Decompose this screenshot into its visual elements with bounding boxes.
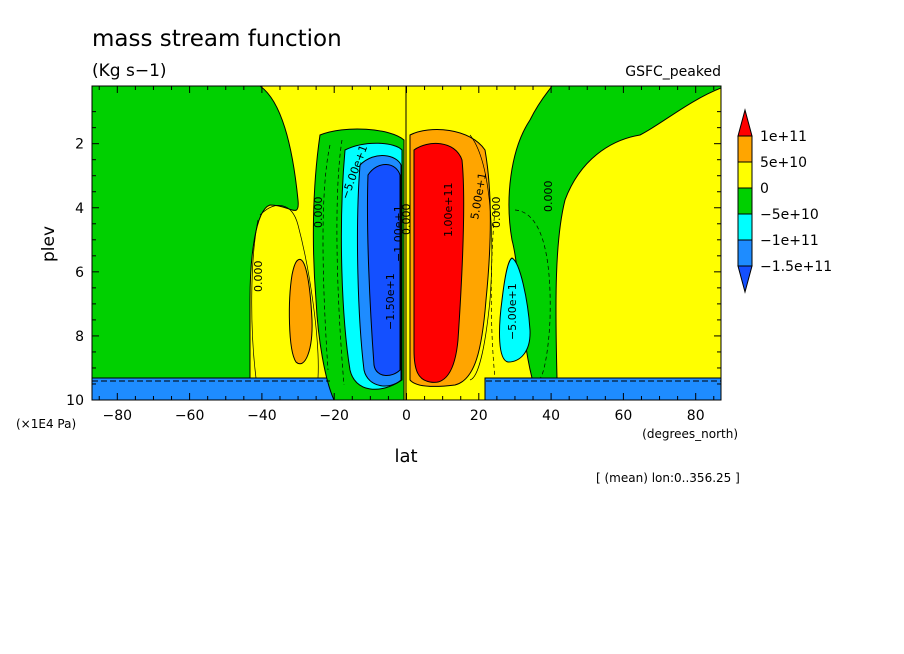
plot-area [92,86,721,400]
y-tick-label: 2 [75,137,84,153]
field-south-cell-peak [366,164,401,376]
y-axis-units: (×1E4 Pa) [16,417,76,431]
contour-line [490,209,551,379]
y-tick-label: 6 [75,265,84,281]
contour-label: 0.000 [542,181,555,213]
x-tick-label: 0 [402,408,411,424]
field-surface-negative-north [484,377,721,400]
colorbar-swatch [737,135,753,163]
colorbar-label: 0 [760,181,769,197]
x-tick-label: −80 [103,408,133,424]
colorbar-label: −5e+10 [760,207,819,223]
colorbar: 1e+11 5e+10 0 −5e+10 −1e+11 −1.5e+11 [737,108,832,294]
y-tick-label: 4 [75,201,84,217]
colorbar-swatch [737,239,753,267]
colorbar-label: 1e+11 [760,129,807,145]
contour-line [251,205,319,379]
colorbar-label: −1e+11 [760,233,819,249]
colorbar-label: −1.5e+11 [760,259,832,275]
y-tick-label: 8 [75,329,84,345]
x-tick-label: 40 [542,408,560,424]
x-tick-label: −40 [247,408,277,424]
y-axis-title: plev [39,226,59,262]
contour-label: 0.000 [400,204,413,236]
contour-label: 0.000 [252,261,265,293]
field-south-subtropic-positive [288,258,313,365]
field-north-cell-peak [413,142,465,383]
experiment-label: GSFC_peaked [625,64,721,80]
chart-title: mass stream function [92,26,342,52]
colorbar-swatch [737,161,753,189]
x-tick-label: −60 [175,408,205,424]
contour-label: 1.00e+11 [442,183,455,237]
field-north-subtropic-negative [499,257,531,363]
colorbar-arrow-top [737,108,753,137]
x-tick-label: 20 [470,408,488,424]
field-north-negative [508,86,721,379]
contour-labels: 0.000 0.000 0.000 0.000 0.000 −5.00e+1 −… [252,143,555,340]
contour-line [469,134,493,381]
contour-line [322,139,345,386]
contour-label: 0.000 [312,197,325,229]
colorbar-swatch [737,213,753,241]
x-tick-label: 80 [687,408,705,424]
x-tick-label: −20 [319,408,349,424]
x-tick-label: 60 [614,408,632,424]
axes: −80 −60 −40 −20 0 20 40 60 80 2 4 6 8 10 [66,86,721,424]
footer-note: [ (mean) lon:0..356.25 ] [596,471,740,485]
chart-units: (Kg s−1) [92,61,167,81]
colorbar-swatch [737,187,753,215]
colorbar-arrow-bottom [737,265,753,294]
contour-label: −5.00e+1 [506,283,519,340]
x-axis-units: (degrees_north) [642,427,738,441]
contour-label: −1.00e+1 [392,205,405,262]
x-axis-title: lat [394,446,417,467]
contour-label: 0.000 [490,197,503,229]
contour-label: −1.50e+1 [384,273,397,330]
y-tick-label: 10 [66,393,84,409]
field-south-negative [92,86,299,379]
colorbar-label: 5e+10 [760,155,807,171]
